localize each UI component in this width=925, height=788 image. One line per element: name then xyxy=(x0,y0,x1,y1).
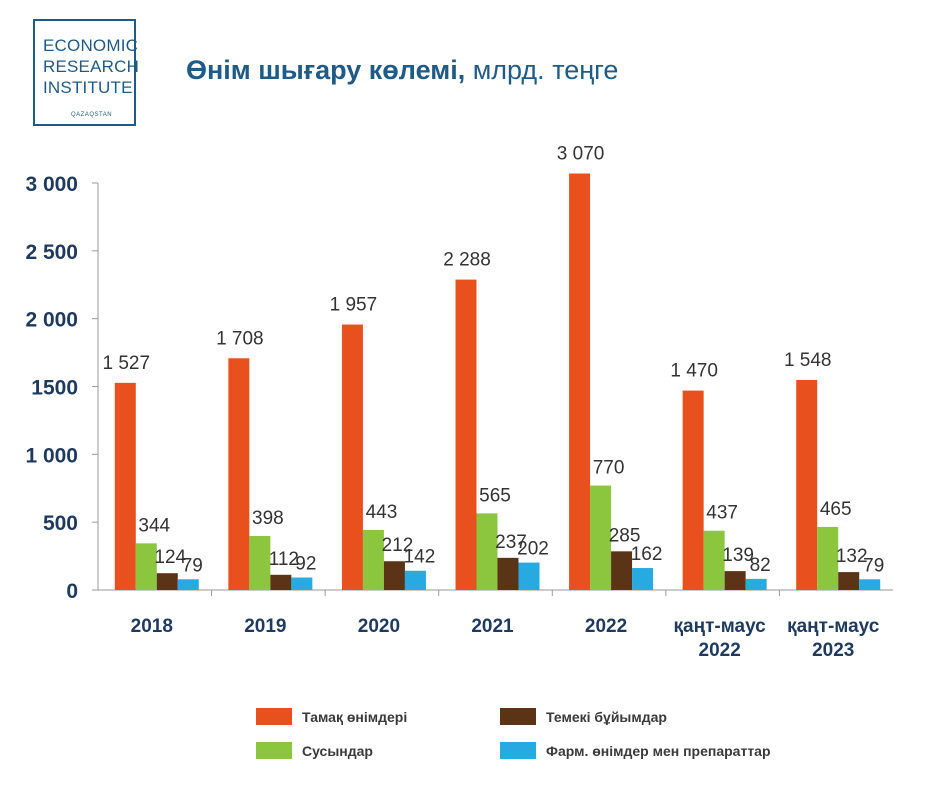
logo-subtitle: QAZAQSTAN xyxy=(71,112,113,118)
data-label: 770 xyxy=(593,458,625,479)
data-label: 237 xyxy=(495,532,527,553)
data-label: 1 708 xyxy=(216,328,264,349)
legend-swatch xyxy=(256,708,292,725)
bar xyxy=(291,577,313,590)
bar xyxy=(270,574,292,590)
legend-swatch xyxy=(256,742,292,759)
bar xyxy=(703,530,725,590)
data-label: 1 527 xyxy=(103,353,151,374)
data-label: 1 548 xyxy=(784,350,832,371)
data-label: 2 288 xyxy=(443,250,491,271)
legend-label: Темекі бұйымдар xyxy=(546,708,667,725)
data-label: 465 xyxy=(820,499,852,520)
data-label: 124 xyxy=(154,547,186,568)
data-label: 3 070 xyxy=(557,144,605,165)
x-tick-label: қаңт-маус xyxy=(674,616,767,637)
logo-line-2: RESEARCH xyxy=(43,57,140,76)
data-label: 142 xyxy=(404,547,436,568)
x-tick-label: 2022 xyxy=(585,616,627,637)
legend-item: Сусындар xyxy=(256,742,373,759)
data-label: 398 xyxy=(252,508,284,529)
legend-item: Темекі бұйымдар xyxy=(500,708,667,725)
bar xyxy=(745,578,767,590)
bar xyxy=(497,557,519,590)
bar xyxy=(817,526,839,590)
bar xyxy=(569,173,591,590)
legend-item: Тамақ өнімдері xyxy=(256,708,407,725)
y-tick-label: 3 000 xyxy=(25,173,78,196)
x-tick-label: 2023 xyxy=(812,640,854,661)
y-tick-label: 1500 xyxy=(31,377,78,400)
bar xyxy=(404,570,426,590)
legend-label: Тамақ өнімдері xyxy=(302,708,408,725)
data-label: 162 xyxy=(631,544,663,565)
logo-line-1: ECONOMIC xyxy=(43,36,139,55)
bar xyxy=(249,536,271,590)
logo-line-3: INSTITUTE xyxy=(43,78,133,97)
data-label: 82 xyxy=(750,555,771,576)
x-tick-label: қаңт-маус xyxy=(787,616,880,637)
bar xyxy=(859,579,881,590)
data-label: 212 xyxy=(382,535,414,556)
data-label: 79 xyxy=(863,555,884,576)
bar xyxy=(135,543,157,590)
logo: ECONOMIC RESEARCH INSTITUTE QAZAQSTAN xyxy=(33,19,140,126)
chart-title-main: Өнім шығару көлемі, xyxy=(186,55,466,85)
chart-title-unit: млрд. теңге xyxy=(472,55,619,85)
x-tick-label: 2020 xyxy=(358,616,400,637)
data-label: 344 xyxy=(138,515,170,536)
legend-label: Сусындар xyxy=(302,742,373,759)
chart-title: Өнім шығару көлемі, млрд. теңге xyxy=(186,55,618,86)
bar xyxy=(611,551,633,590)
data-label: 202 xyxy=(517,539,549,560)
y-tick-label: 500 xyxy=(43,512,78,535)
bar xyxy=(341,324,363,590)
bar xyxy=(796,379,818,590)
data-label: 1 470 xyxy=(670,361,718,382)
y-tick-label: 2 500 xyxy=(25,241,78,264)
bar xyxy=(455,279,477,590)
data-label: 565 xyxy=(479,485,511,506)
y-tick-label: 2 000 xyxy=(25,309,78,332)
data-label: 443 xyxy=(366,502,398,523)
x-tick-label: 2021 xyxy=(471,616,514,637)
bar xyxy=(682,390,704,590)
bar xyxy=(632,568,654,590)
bar xyxy=(362,529,384,590)
bar xyxy=(724,571,746,590)
legend-swatch xyxy=(500,742,536,759)
data-label: 112 xyxy=(269,549,299,570)
legend-item: Фарм. өнімдер мен препараттар xyxy=(500,742,771,759)
bar xyxy=(156,573,178,590)
bar xyxy=(383,561,405,590)
data-label: 285 xyxy=(609,525,641,546)
data-label: 1 957 xyxy=(330,295,378,316)
bar xyxy=(838,572,860,590)
data-label: 79 xyxy=(182,555,203,576)
x-tick-label: 2019 xyxy=(244,616,286,637)
bar xyxy=(518,562,540,590)
y-tick-label: 1 000 xyxy=(25,444,78,467)
x-tick-label: 2018 xyxy=(131,616,173,637)
legend-label: Фарм. өнімдер мен препараттар xyxy=(546,742,771,759)
data-label: 92 xyxy=(295,554,316,575)
bar xyxy=(114,382,136,590)
bar xyxy=(590,485,612,590)
data-label: 132 xyxy=(836,546,868,567)
bar xyxy=(177,579,199,590)
legend-swatch xyxy=(500,708,536,725)
y-tick-label: 0 xyxy=(66,580,78,603)
bar xyxy=(228,358,250,590)
data-label: 437 xyxy=(706,503,738,524)
data-label: 139 xyxy=(722,545,754,566)
x-tick-label: 2022 xyxy=(699,640,741,661)
bar xyxy=(476,513,498,590)
